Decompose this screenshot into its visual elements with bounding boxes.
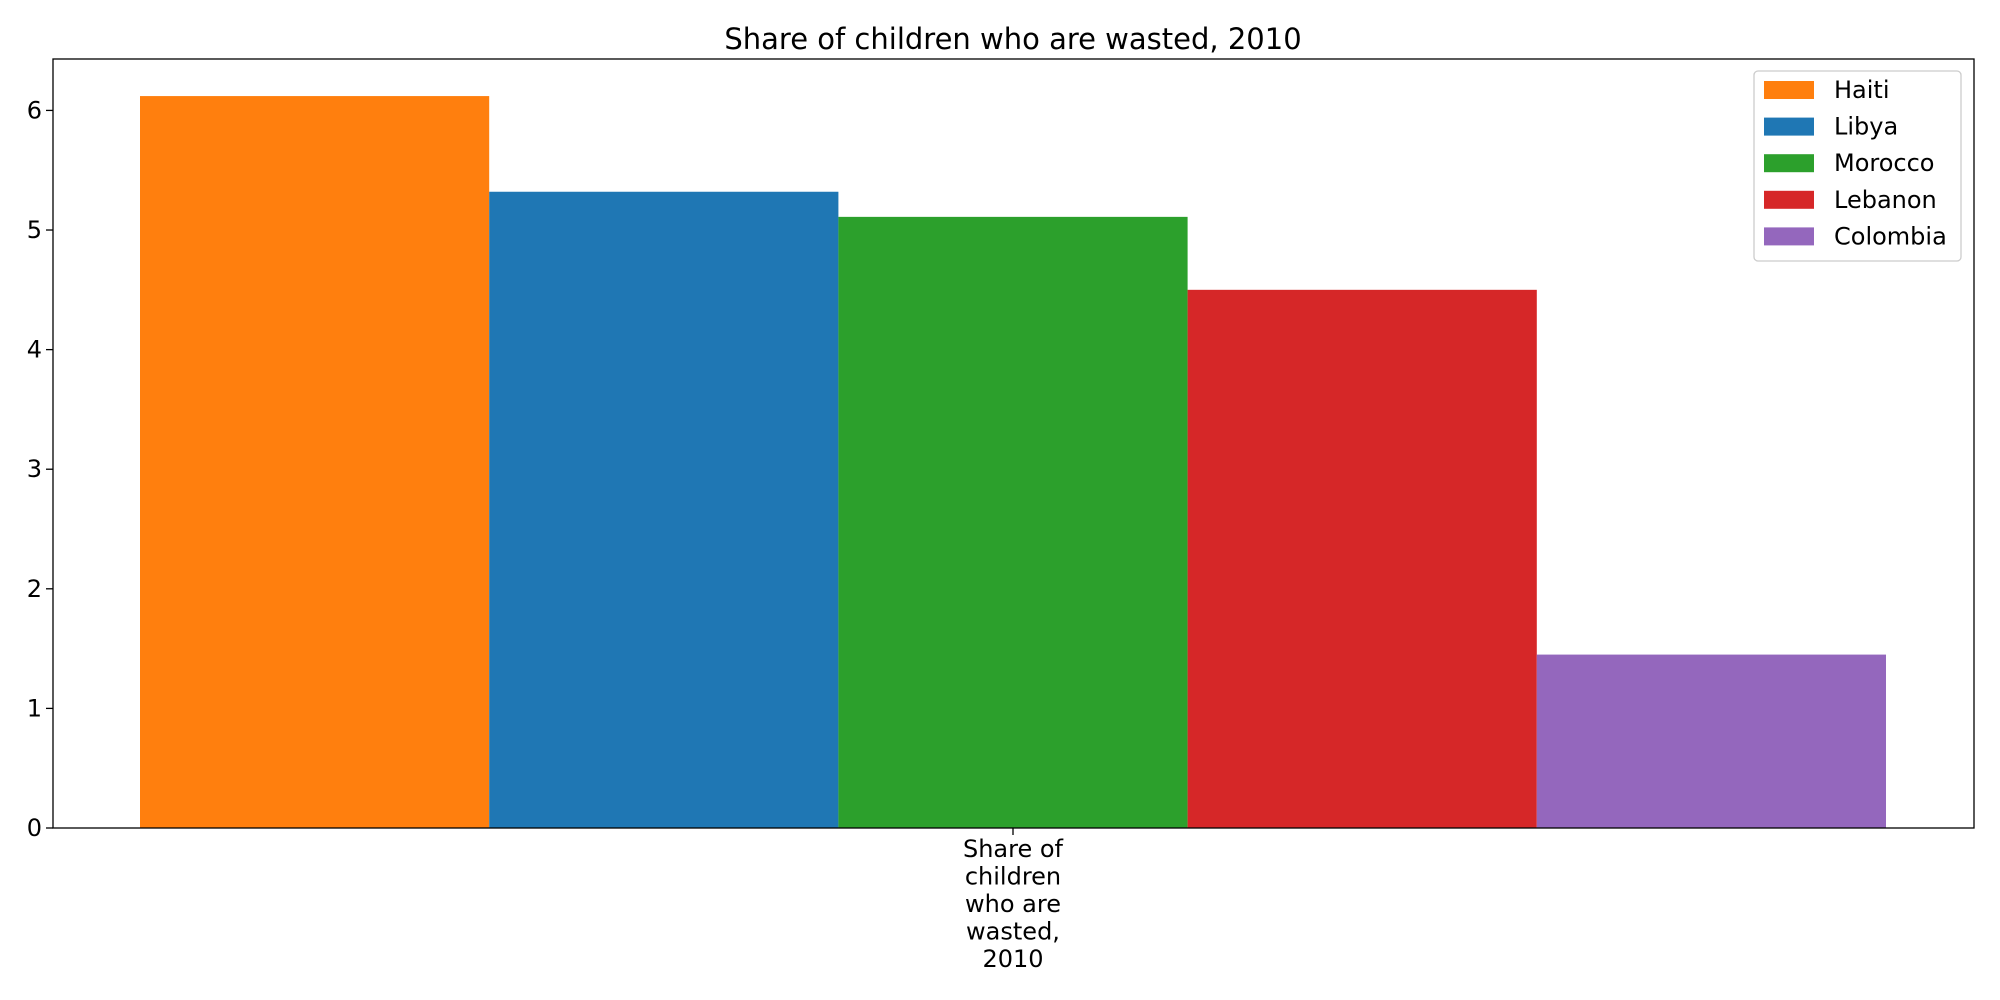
x-axis: Share of children who are wasted, 2010 [963,828,1064,973]
x-tick-label: Share of children who are wasted, 2010 [963,835,1064,973]
bar-morocco [838,216,1188,828]
legend-label-lebanon: Lebanon [1834,186,1937,214]
legend: Haiti Libya Morocco Lebanon Colombia [1753,70,1962,262]
y-tick-label: 2 [27,575,42,603]
y-tick-label: 0 [27,814,42,842]
y-tick-label: 1 [27,694,42,722]
bars-group [140,96,1886,829]
legend-swatch-libya [1764,117,1814,136]
chart-title: Share of children who are wasted, 2010 [724,22,1301,56]
bar-colombia [1536,654,1886,828]
legend-swatch-lebanon [1764,190,1814,209]
legend-label-libya: Libya [1834,113,1898,141]
bar-lebanon [1187,289,1537,829]
y-tick-label: 3 [27,455,42,483]
legend-swatch-morocco [1764,154,1814,173]
y-tick-label: 6 [27,96,42,124]
bar-libya [489,191,839,828]
legend-label-morocco: Morocco [1834,149,1935,177]
y-axis: 0 1 2 3 4 5 6 [27,96,53,842]
legend-label-haiti: Haiti [1834,76,1890,104]
bar-haiti [140,96,490,829]
legend-label-colombia: Colombia [1834,222,1947,250]
y-tick-label: 5 [27,216,42,244]
legend-swatch-colombia [1764,227,1814,246]
y-tick-label: 4 [27,336,42,364]
legend-swatch-haiti [1764,81,1814,99]
